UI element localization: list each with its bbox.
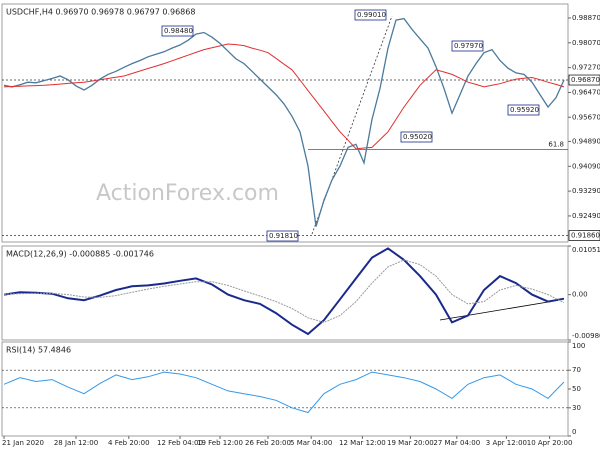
x-tick-label: 19 Mar 20:00: [387, 439, 434, 447]
annotation-box: [451, 40, 484, 52]
x-tick-label: 21 Jan 2020: [2, 439, 44, 447]
series-line: [3, 17, 565, 227]
y-tick-label: 0.95670: [572, 113, 600, 121]
macd-trendline: [439, 299, 561, 321]
x-tick-label: 12 Feb 04:00: [157, 439, 203, 447]
annotation-box: [161, 25, 194, 37]
x-tick-label: 19 Feb 12:00: [197, 439, 243, 447]
level-box: [568, 230, 600, 241]
panel-title: MACD(12,26,9) -0.000885 -0.001746: [6, 250, 154, 259]
annotation: 0.91810: [269, 232, 298, 240]
y-tick-label: 0.93290: [572, 187, 600, 195]
x-tick-label: 5 Mar 04:00: [290, 439, 332, 447]
annotation: 0.95920: [510, 106, 539, 114]
level-box: [568, 74, 600, 86]
y-tick-label: 0.010513: [572, 246, 600, 254]
annotation: 0.97970: [454, 42, 483, 50]
y-tick-label: 0.98870: [572, 14, 600, 22]
annotation: 0.99010: [357, 11, 386, 19]
x-tick-label: 28 Jan 12:00: [54, 439, 98, 447]
series-line: [3, 259, 565, 323]
annotation-box: [507, 104, 540, 116]
panel-frame: [1, 3, 569, 243]
y-tick-label: 100: [572, 342, 585, 350]
y-tick-label: 0.00: [572, 291, 588, 299]
panel-title: RSI(14) 57.4846: [6, 346, 71, 355]
y-tick-label: 0.92490: [572, 212, 600, 220]
panel-title: USDCHF,H4 0.96970 0.96978 0.96797 0.9686…: [6, 8, 195, 17]
y-tick-label: 0.94890: [572, 137, 600, 145]
level-label: 0.91860: [571, 231, 600, 239]
y-tick-label: 70: [572, 366, 581, 374]
x-tick-label: 10 Apr 20:00: [527, 439, 573, 447]
watermark: ActionForex.com: [96, 181, 279, 206]
annotation: 0.98480: [164, 27, 193, 35]
annotation-box: [400, 131, 433, 143]
series-line: [3, 247, 565, 336]
y-tick-label: 30: [572, 404, 581, 412]
x-tick-label: 26 Feb 20:00: [245, 439, 291, 447]
x-tick-label: 12 Mar 12:00: [339, 439, 386, 447]
y-tick-label: -0.009804: [572, 332, 600, 340]
y-tick-label: 0.94090: [572, 162, 600, 170]
x-tick-label: 27 Mar 04:00: [433, 439, 480, 447]
y-tick-label: 0: [572, 428, 576, 436]
level-label: 0.96870: [571, 76, 600, 84]
y-tick-label: 50: [572, 385, 581, 393]
y-tick-label: 0.98070: [572, 39, 600, 47]
annotation: 0.95020: [403, 133, 432, 141]
x-tick-label: 3 Apr 12:00: [486, 439, 527, 447]
series-line: [3, 43, 565, 150]
series-line: [3, 371, 565, 414]
y-tick-label: 0.96470: [572, 88, 600, 96]
annotation-box: [266, 230, 299, 242]
price-trendline: [311, 15, 393, 235]
annotation-box: [354, 9, 387, 21]
fib-label: 61.8: [548, 141, 564, 149]
y-tick-label: 0.97270: [572, 64, 600, 72]
panel-frame: [1, 245, 569, 341]
x-tick-label: 4 Feb 20:00: [108, 439, 149, 447]
